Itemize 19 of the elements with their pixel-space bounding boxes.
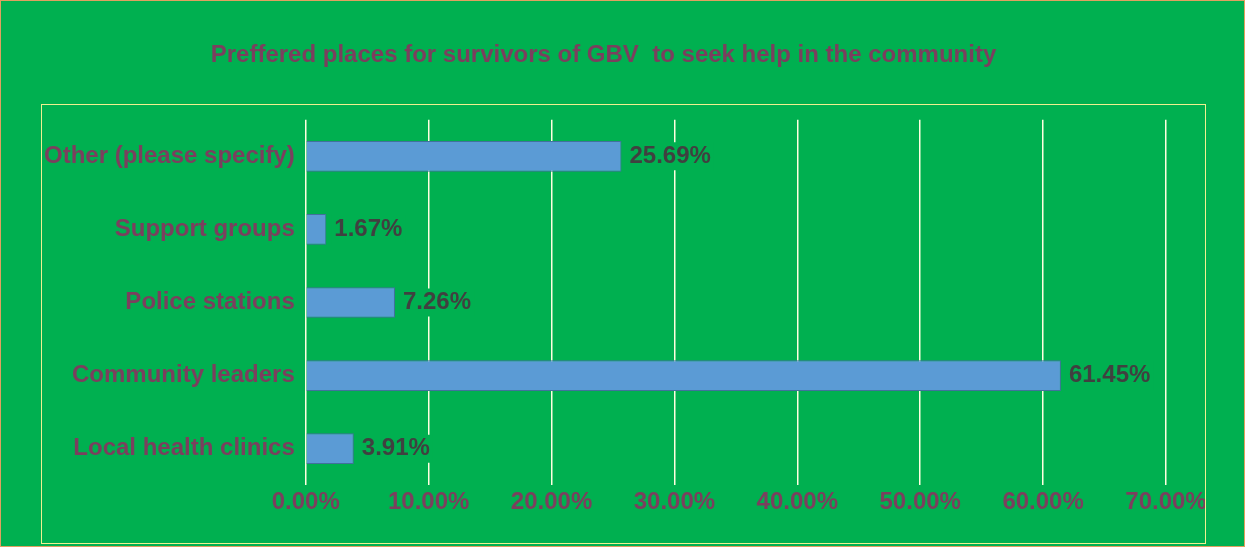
data-label: 1.67% — [334, 214, 403, 242]
x-tick-label: 30.00% — [633, 487, 716, 515]
y-tick-label: Support groups — [114, 214, 295, 242]
x-tick-label: 0.00% — [271, 487, 340, 515]
data-label: 61.45% — [1068, 360, 1151, 388]
y-tick-label: Community leaders — [72, 360, 295, 388]
data-label: 25.69% — [629, 140, 711, 168]
x-tick-label: 70.00% — [1125, 487, 1207, 515]
x-tick-label: 10.00% — [387, 487, 470, 515]
x-tick-label: 20.00% — [510, 487, 593, 515]
x-tick-label: 60.00% — [1002, 487, 1084, 515]
data-label: 7.26% — [402, 287, 472, 315]
y-tick-label: Local health clinics — [73, 433, 295, 461]
x-tick-label: 50.00% — [879, 487, 961, 515]
x-tick-label: 40.00% — [756, 487, 839, 515]
data-label: 3.91% — [361, 433, 430, 461]
chart-title: Preffered places for survivors of GBV to seek help in the community — [210, 40, 997, 68]
y-tick-label: Other (please specify) — [43, 140, 295, 168]
y-tick-label: Police stations — [125, 287, 295, 315]
